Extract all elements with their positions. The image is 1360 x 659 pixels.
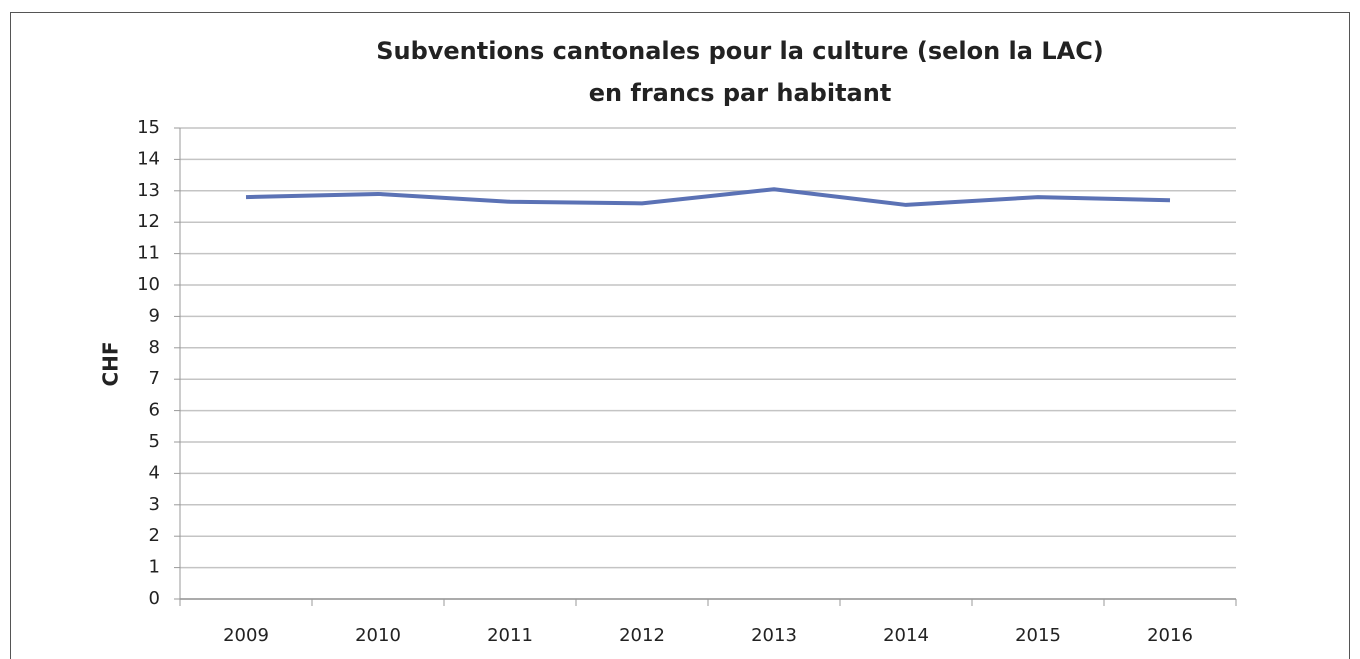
y-tick-label: 0: [149, 588, 160, 609]
data-line: [245, 187, 1171, 207]
y-tick-label: 3: [149, 494, 160, 515]
y-tick-label: 7: [149, 368, 160, 389]
y-tick-label: 2: [149, 525, 160, 546]
x-tick-label: 2009: [223, 625, 269, 646]
x-tick-label: 2016: [1147, 625, 1193, 646]
x-tick-label: 2012: [619, 625, 665, 646]
y-tick-label: 13: [137, 180, 160, 201]
x-tick-label: 2015: [1015, 625, 1061, 646]
y-tick-label: 4: [149, 462, 160, 483]
y-tick-label: 1: [149, 557, 160, 578]
y-tick-label: 10: [137, 274, 160, 295]
y-tick-label: 8: [149, 337, 160, 358]
chart-subtitle: en francs par habitant: [589, 79, 892, 107]
y-tick-label: 11: [137, 243, 160, 264]
y-tick-label: 15: [137, 117, 160, 138]
y-tick-label: 12: [137, 211, 160, 232]
y-tick-label: 5: [149, 431, 160, 452]
x-tick-label: 2013: [751, 625, 797, 646]
y-axis-label: CHF: [99, 341, 123, 386]
x-tick-label: 2011: [487, 625, 533, 646]
y-tick-label: 14: [137, 148, 160, 169]
y-tick-label: 9: [149, 305, 160, 326]
x-tick-label: 2010: [355, 625, 401, 646]
x-tick-label: 2014: [883, 625, 929, 646]
chart-title: Subventions cantonales pour la culture (…: [376, 37, 1104, 65]
chart-frame: [10, 12, 1350, 659]
y-tick-label: 6: [149, 400, 160, 421]
